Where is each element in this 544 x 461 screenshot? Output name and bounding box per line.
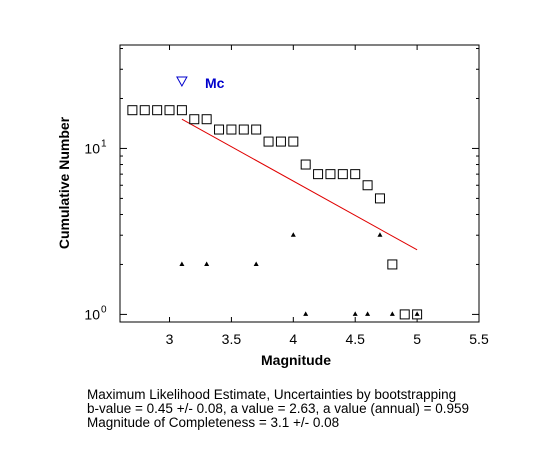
cumulative-point bbox=[288, 136, 299, 147]
cumulative-point bbox=[387, 259, 398, 270]
noncumulative-point bbox=[352, 311, 358, 316]
cumulative-point bbox=[337, 169, 348, 180]
x-tick-label: 4 bbox=[289, 331, 297, 347]
cumulative-point bbox=[164, 105, 175, 116]
cumulative-point bbox=[350, 169, 361, 180]
cumulative-point bbox=[275, 136, 286, 147]
y-tick-label: 10 bbox=[84, 306, 100, 322]
noncumulative-point bbox=[365, 311, 371, 316]
stats-text: Maximum Likelihood Estimate, Uncertainti… bbox=[87, 388, 469, 430]
cumulative-point bbox=[374, 193, 385, 204]
plot-frame bbox=[119, 44, 480, 323]
noncumulative-point bbox=[414, 311, 420, 316]
cumulative-point bbox=[399, 309, 410, 320]
cumulative-point bbox=[325, 169, 336, 180]
y-axis-title: Cumulative Number bbox=[56, 116, 72, 249]
mc-marker-group: Mc bbox=[176, 75, 225, 91]
mc-label: Mc bbox=[205, 75, 225, 91]
cumulative-point bbox=[313, 169, 324, 180]
x-ticks: 3 3.5 4 4.5 5 5.5 bbox=[166, 45, 489, 347]
noncumulative-point bbox=[253, 261, 259, 266]
noncumulative-series bbox=[179, 232, 420, 316]
cumulative-series bbox=[127, 105, 423, 320]
cumulative-point bbox=[362, 180, 373, 191]
x-axis-title: Magnitude bbox=[261, 352, 331, 368]
cumulative-point bbox=[300, 159, 311, 170]
x-tick-label: 5 bbox=[413, 331, 421, 347]
cumulative-point bbox=[201, 114, 212, 125]
cumulative-point bbox=[263, 136, 274, 147]
noncumulative-point bbox=[303, 311, 309, 316]
cumulative-point bbox=[251, 124, 262, 135]
noncumulative-point bbox=[179, 261, 185, 266]
noncumulative-point bbox=[204, 261, 210, 266]
noncumulative-point bbox=[377, 232, 383, 237]
x-tick-label: 3.5 bbox=[222, 331, 242, 347]
x-tick-label: 5.5 bbox=[469, 331, 489, 347]
cumulative-point bbox=[139, 105, 150, 116]
cumulative-point bbox=[127, 105, 138, 116]
fit-line-group bbox=[181, 118, 418, 251]
cumulative-point bbox=[238, 124, 249, 135]
fit-line bbox=[181, 118, 418, 251]
y-tick-exponent: 0 bbox=[101, 304, 107, 315]
noncumulative-point bbox=[389, 311, 395, 316]
x-tick-label: 4.5 bbox=[345, 331, 365, 347]
mc-marker bbox=[176, 76, 188, 87]
noncumulative-point bbox=[290, 232, 296, 237]
cumulative-point bbox=[176, 105, 187, 116]
y-tick-label: 10 bbox=[84, 140, 100, 156]
cumulative-point bbox=[189, 114, 200, 125]
stats-line-bvalue: b-value = 0.45 +/- 0.08, a value = 2.63,… bbox=[87, 401, 470, 416]
x-tick-label: 3 bbox=[166, 331, 174, 347]
cumulative-point bbox=[214, 124, 225, 135]
stats-line-method: Maximum Likelihood Estimate, Uncertainti… bbox=[87, 387, 457, 402]
cumulative-point bbox=[226, 124, 237, 135]
y-tick-exponent: 1 bbox=[101, 138, 107, 149]
cumulative-point bbox=[152, 105, 163, 116]
stats-line-mc: Magnitude of Completeness = 3.1 +/- 0.08 bbox=[87, 415, 340, 430]
